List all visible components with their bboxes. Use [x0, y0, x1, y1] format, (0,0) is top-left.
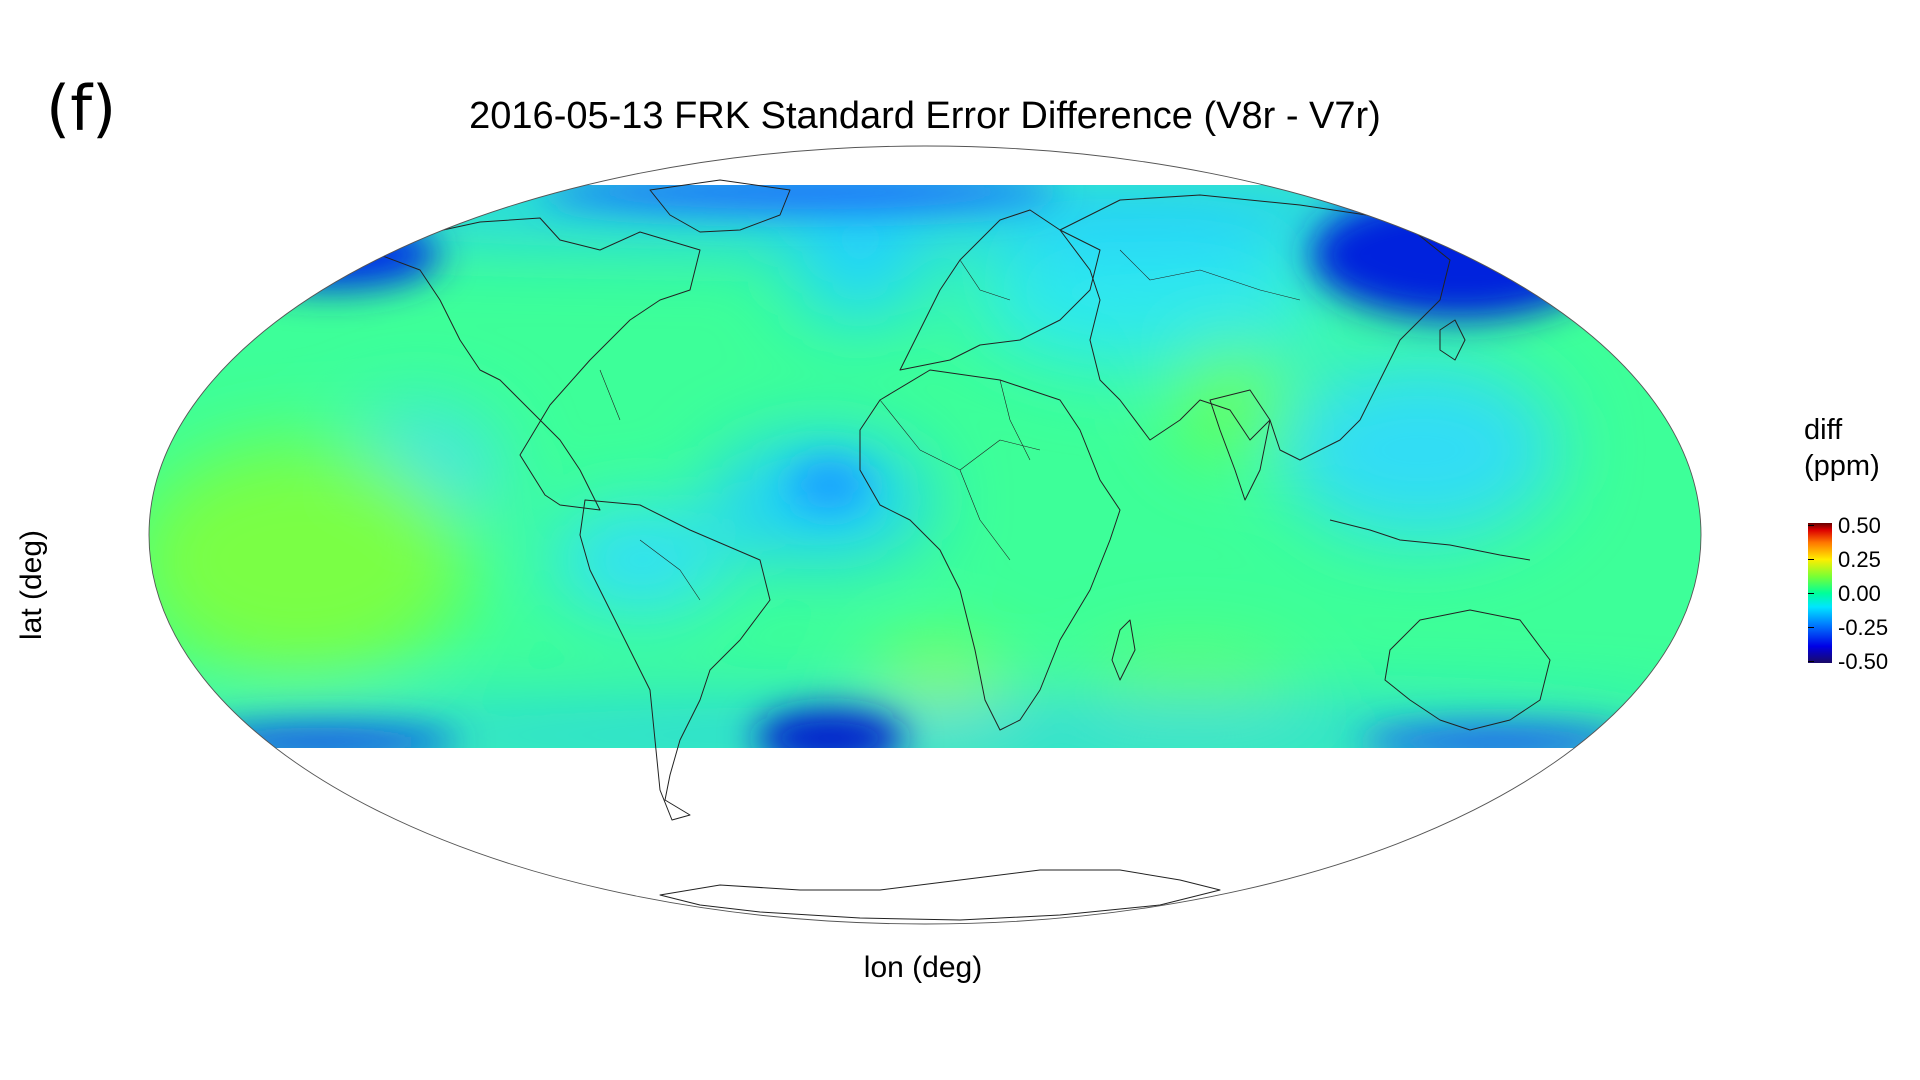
tick-mark: [1808, 525, 1814, 526]
legend-tick-label: -0.50: [1838, 649, 1889, 674]
field-blue-south-e: [1360, 726, 1640, 748]
coastlines: [249, 179, 1551, 921]
legend-tick-label: 0.50: [1838, 513, 1881, 538]
field-blue-ne: [1310, 190, 1610, 320]
antarctica-outline: [659, 869, 1221, 921]
x-axis-label: lon (deg): [863, 951, 983, 984]
data-field: [149, 185, 1701, 748]
field-blue-south: [755, 710, 905, 748]
field-green-sindian: [1080, 650, 1300, 730]
field-cyan-asia: [970, 230, 1330, 370]
north-america-outline: [249, 217, 701, 511]
field-cyan-indo: [1280, 360, 1560, 540]
indonesia-outline: [1329, 519, 1531, 561]
legend-title: diff (ppm): [1804, 414, 1880, 482]
india-outline: [1209, 389, 1271, 501]
madagascar-outline: [1111, 619, 1136, 681]
japan-outline: [1439, 319, 1466, 361]
field-green-satlantic: [870, 650, 1010, 730]
tick-mark: [1808, 627, 1814, 628]
colorbar-legend: diff (ppm) 0.50 0.25 0.00 -0.25 -0.50: [1800, 412, 1920, 692]
chart-title: 2016-05-13 FRK Standard Error Difference…: [469, 95, 1381, 137]
field-blue-south-w: [180, 726, 460, 748]
field-blue-nw: [220, 220, 440, 290]
field-blue-africa-w: [790, 460, 870, 510]
tick-mark: [1808, 593, 1814, 594]
legend-tick-label: -0.25: [1838, 615, 1889, 640]
south-america-outline: [579, 499, 771, 821]
tick-mark: [1808, 661, 1814, 662]
border-lines: [599, 249, 1301, 601]
map-boundary: [148, 145, 1702, 925]
legend-tick-label: 0.25: [1838, 547, 1881, 572]
field-cyan-samerica: [550, 510, 730, 610]
legend-tick-label: 0.00: [1838, 581, 1881, 606]
tick-mark: [1808, 559, 1814, 560]
field-cyan-south-band: [149, 711, 1701, 748]
australia-outline: [1384, 609, 1551, 731]
field-green-pacific: [149, 440, 470, 680]
greenland-outline: [649, 179, 791, 233]
field-cyan-atlantic: [790, 240, 930, 320]
field-green-india: [1170, 340, 1290, 460]
panel-label: (f): [46, 72, 117, 145]
africa-outline: [859, 369, 1121, 731]
field-blue-north: [540, 185, 1060, 210]
